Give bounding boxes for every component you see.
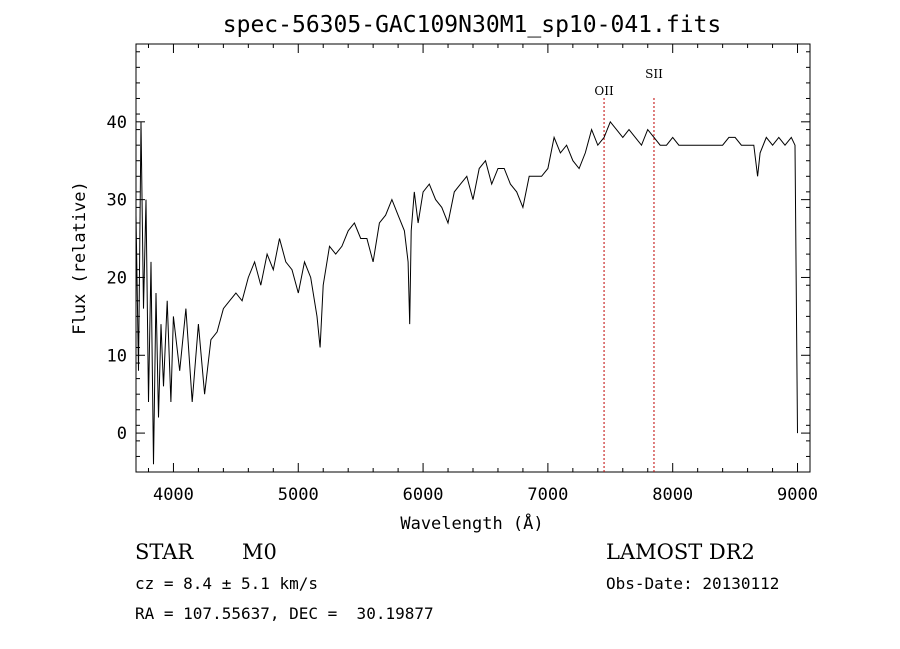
y-axis: 0 10 20 30 40 [107, 51, 810, 473]
coordinates-text: RA = 107.55637, DEC = 30.19877 [135, 604, 434, 623]
y-tick-label: 0 [117, 424, 127, 444]
x-tick-label: 6000 [403, 485, 444, 505]
redshift-text: cz = 8.4 ± 5.1 km/s [135, 574, 319, 593]
y-tick-label: 10 [107, 346, 127, 366]
y-tick-label: 40 [107, 113, 127, 133]
x-axis-label: Wavelength (Å) [400, 512, 543, 534]
y-tick-label: 30 [107, 191, 127, 211]
object-subclass: M0 [242, 540, 277, 564]
x-tick-label: 8000 [652, 485, 693, 505]
survey-name: LAMOST DR2 [606, 540, 755, 564]
line-marker-label: OII [594, 84, 614, 98]
x-tick-label: 5000 [278, 485, 319, 505]
chart-title: spec-56305-GAC109N30M1_sp10-041.fits [223, 12, 722, 38]
x-axis: 4000 5000 6000 7000 8000 9000 [147, 44, 818, 505]
x-tick-label: 4000 [153, 485, 194, 505]
y-tick-label: 20 [107, 268, 127, 288]
spectrum-line [135, 120, 798, 465]
x-tick-label: 9000 [777, 485, 818, 505]
line-marker-label: SII [645, 67, 663, 81]
object-class: STAR [135, 540, 194, 564]
plot-frame [135, 43, 811, 473]
line-markers: OII SII [594, 67, 663, 472]
x-tick-label: 7000 [527, 485, 568, 505]
y-axis-label: Flux (relative) [70, 181, 90, 335]
observation-date: Obs-Date: 20130112 [606, 574, 780, 593]
